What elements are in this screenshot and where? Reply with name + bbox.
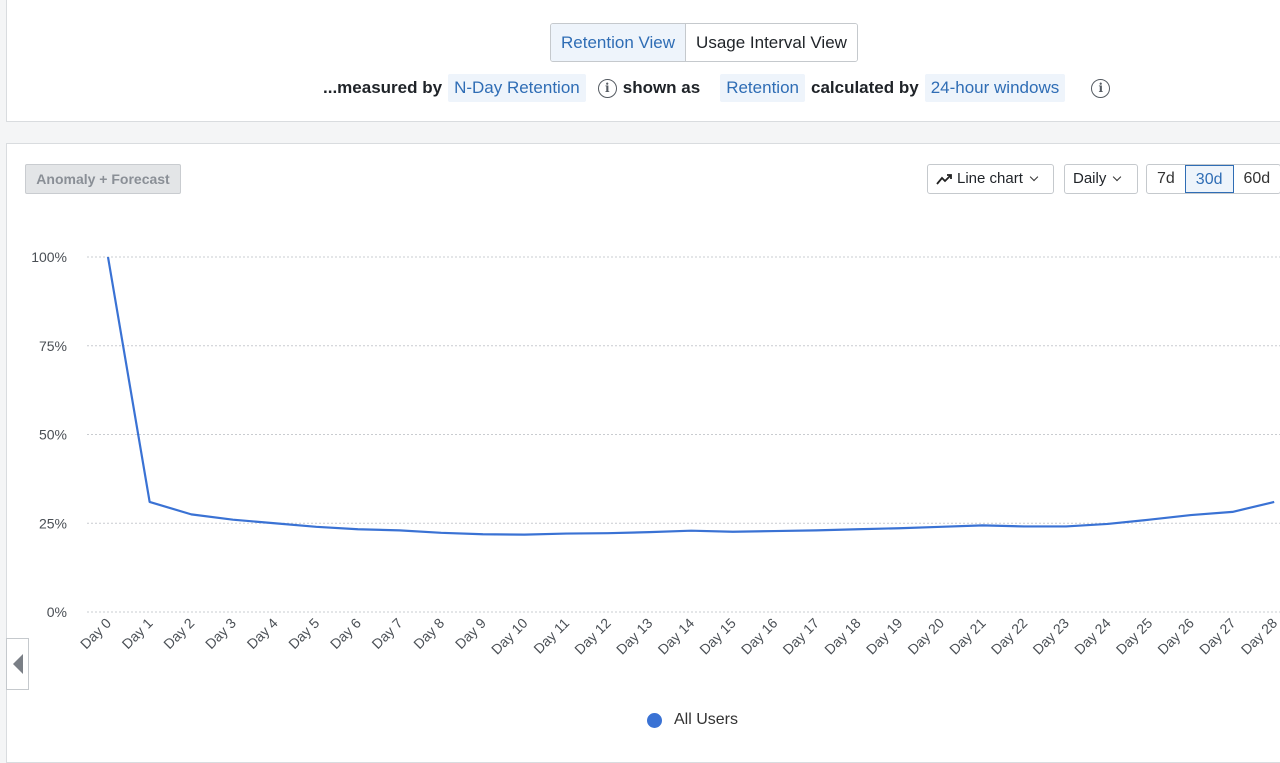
interval-label: Daily	[1073, 170, 1107, 187]
chevron-down-icon	[1029, 172, 1039, 182]
x-tick-label: Day 9	[452, 615, 489, 652]
y-tick-label: 50%	[39, 427, 67, 443]
legend-label: All Users	[674, 711, 739, 728]
x-tick-label: Day 17	[779, 615, 822, 658]
x-tick-label: Day 3	[202, 615, 239, 652]
chart-legend[interactable]: All Users	[647, 711, 738, 729]
range-30d-button[interactable]: 30d	[1184, 165, 1234, 193]
interval-dropdown[interactable]: Daily	[1064, 164, 1138, 194]
usage-interval-view-button[interactable]: Usage Interval View	[686, 24, 857, 61]
x-tick-label: Day 26	[1154, 615, 1197, 658]
x-tick-label: Day 12	[571, 615, 614, 658]
x-tick-label: Day 22	[988, 615, 1031, 658]
view-toggle: Retention View Usage Interval View	[550, 23, 858, 62]
shown-as-label: shown as	[622, 78, 701, 97]
x-tick-label: Day 18	[821, 615, 864, 658]
x-tick-label: Day 4	[244, 615, 281, 652]
query-panel: Retention View Usage Interval View ...me…	[6, 0, 1280, 122]
x-tick-label: Day 27	[1196, 615, 1239, 658]
measure-row: ...measured by N-Day Retention i shown a…	[323, 74, 1116, 102]
x-tick-label: Day 16	[738, 615, 781, 658]
info-icon[interactable]: i	[597, 78, 617, 98]
date-range-selector: 7d 30d 60d	[1146, 164, 1280, 194]
shown-as-selector[interactable]: Retention	[720, 74, 805, 102]
x-tick-label: Day 8	[410, 615, 447, 652]
x-tick-label: Day 6	[327, 615, 364, 652]
x-tick-label: Day 14	[655, 615, 698, 658]
x-tick-label: Day 19	[863, 615, 906, 658]
x-tick-label: Day 11	[530, 615, 572, 657]
x-tick-label: Day 5	[285, 615, 322, 652]
range-7d-button[interactable]: 7d	[1157, 170, 1175, 187]
retention-view-button[interactable]: Retention View	[551, 24, 687, 61]
range-60d-button[interactable]: 60d	[1243, 170, 1271, 187]
chart-type-dropdown[interactable]: Line chart	[927, 164, 1054, 194]
y-tick-label: 25%	[39, 515, 67, 531]
x-tick-label: Day 28	[1238, 615, 1280, 658]
metric-selector[interactable]: N-Day Retention	[448, 74, 586, 102]
x-tick-label: Day 24	[1071, 615, 1114, 658]
y-tick-label: 100%	[31, 249, 67, 265]
retention-chart: 0% 25% 50% 75% 100% Day 0 Day 1 Day 2 Day 3 Day 4…	[31, 249, 1280, 658]
x-tick-label: Day 1	[119, 615, 156, 652]
x-tick-label: Day 13	[613, 615, 656, 658]
calculated-by-label: calculated by	[810, 78, 919, 97]
x-tick-label: Day 15	[696, 615, 739, 658]
calculated-by-selector[interactable]: 24-hour windows	[924, 74, 1066, 102]
x-tick-label: Day 0	[77, 615, 114, 652]
x-tick-label: Day 25	[1113, 615, 1156, 658]
chart-type-label: Line chart	[957, 170, 1023, 187]
legend-swatch	[647, 712, 662, 728]
x-tick-label: Day 2	[160, 615, 197, 652]
x-tick-label: Day 21	[946, 615, 989, 658]
y-tick-label: 0%	[47, 604, 67, 620]
x-tick-label: Day 23	[1029, 615, 1072, 658]
line-chart-icon	[936, 174, 952, 185]
measured-by-label: ...measured by	[323, 78, 443, 97]
chart-panel: 0% 25% 50% 75% 100% Day 0 Day 1 Day 2 Day 3 Day 4…	[6, 143, 1280, 763]
chevron-down-icon	[1113, 172, 1122, 182]
info-icon[interactable]: i	[1091, 78, 1111, 98]
x-tick-label: Day 20	[904, 615, 947, 658]
x-tick-label: Day 10	[488, 615, 531, 658]
scroll-left-button[interactable]	[6, 638, 29, 690]
anomaly-forecast-button[interactable]: Anomaly + Forecast	[25, 164, 181, 194]
chevron-left-icon	[12, 654, 23, 674]
y-tick-label: 75%	[39, 338, 67, 354]
x-tick-label: Day 7	[368, 615, 405, 652]
series-line-all-users[interactable]	[106, 256, 1275, 536]
